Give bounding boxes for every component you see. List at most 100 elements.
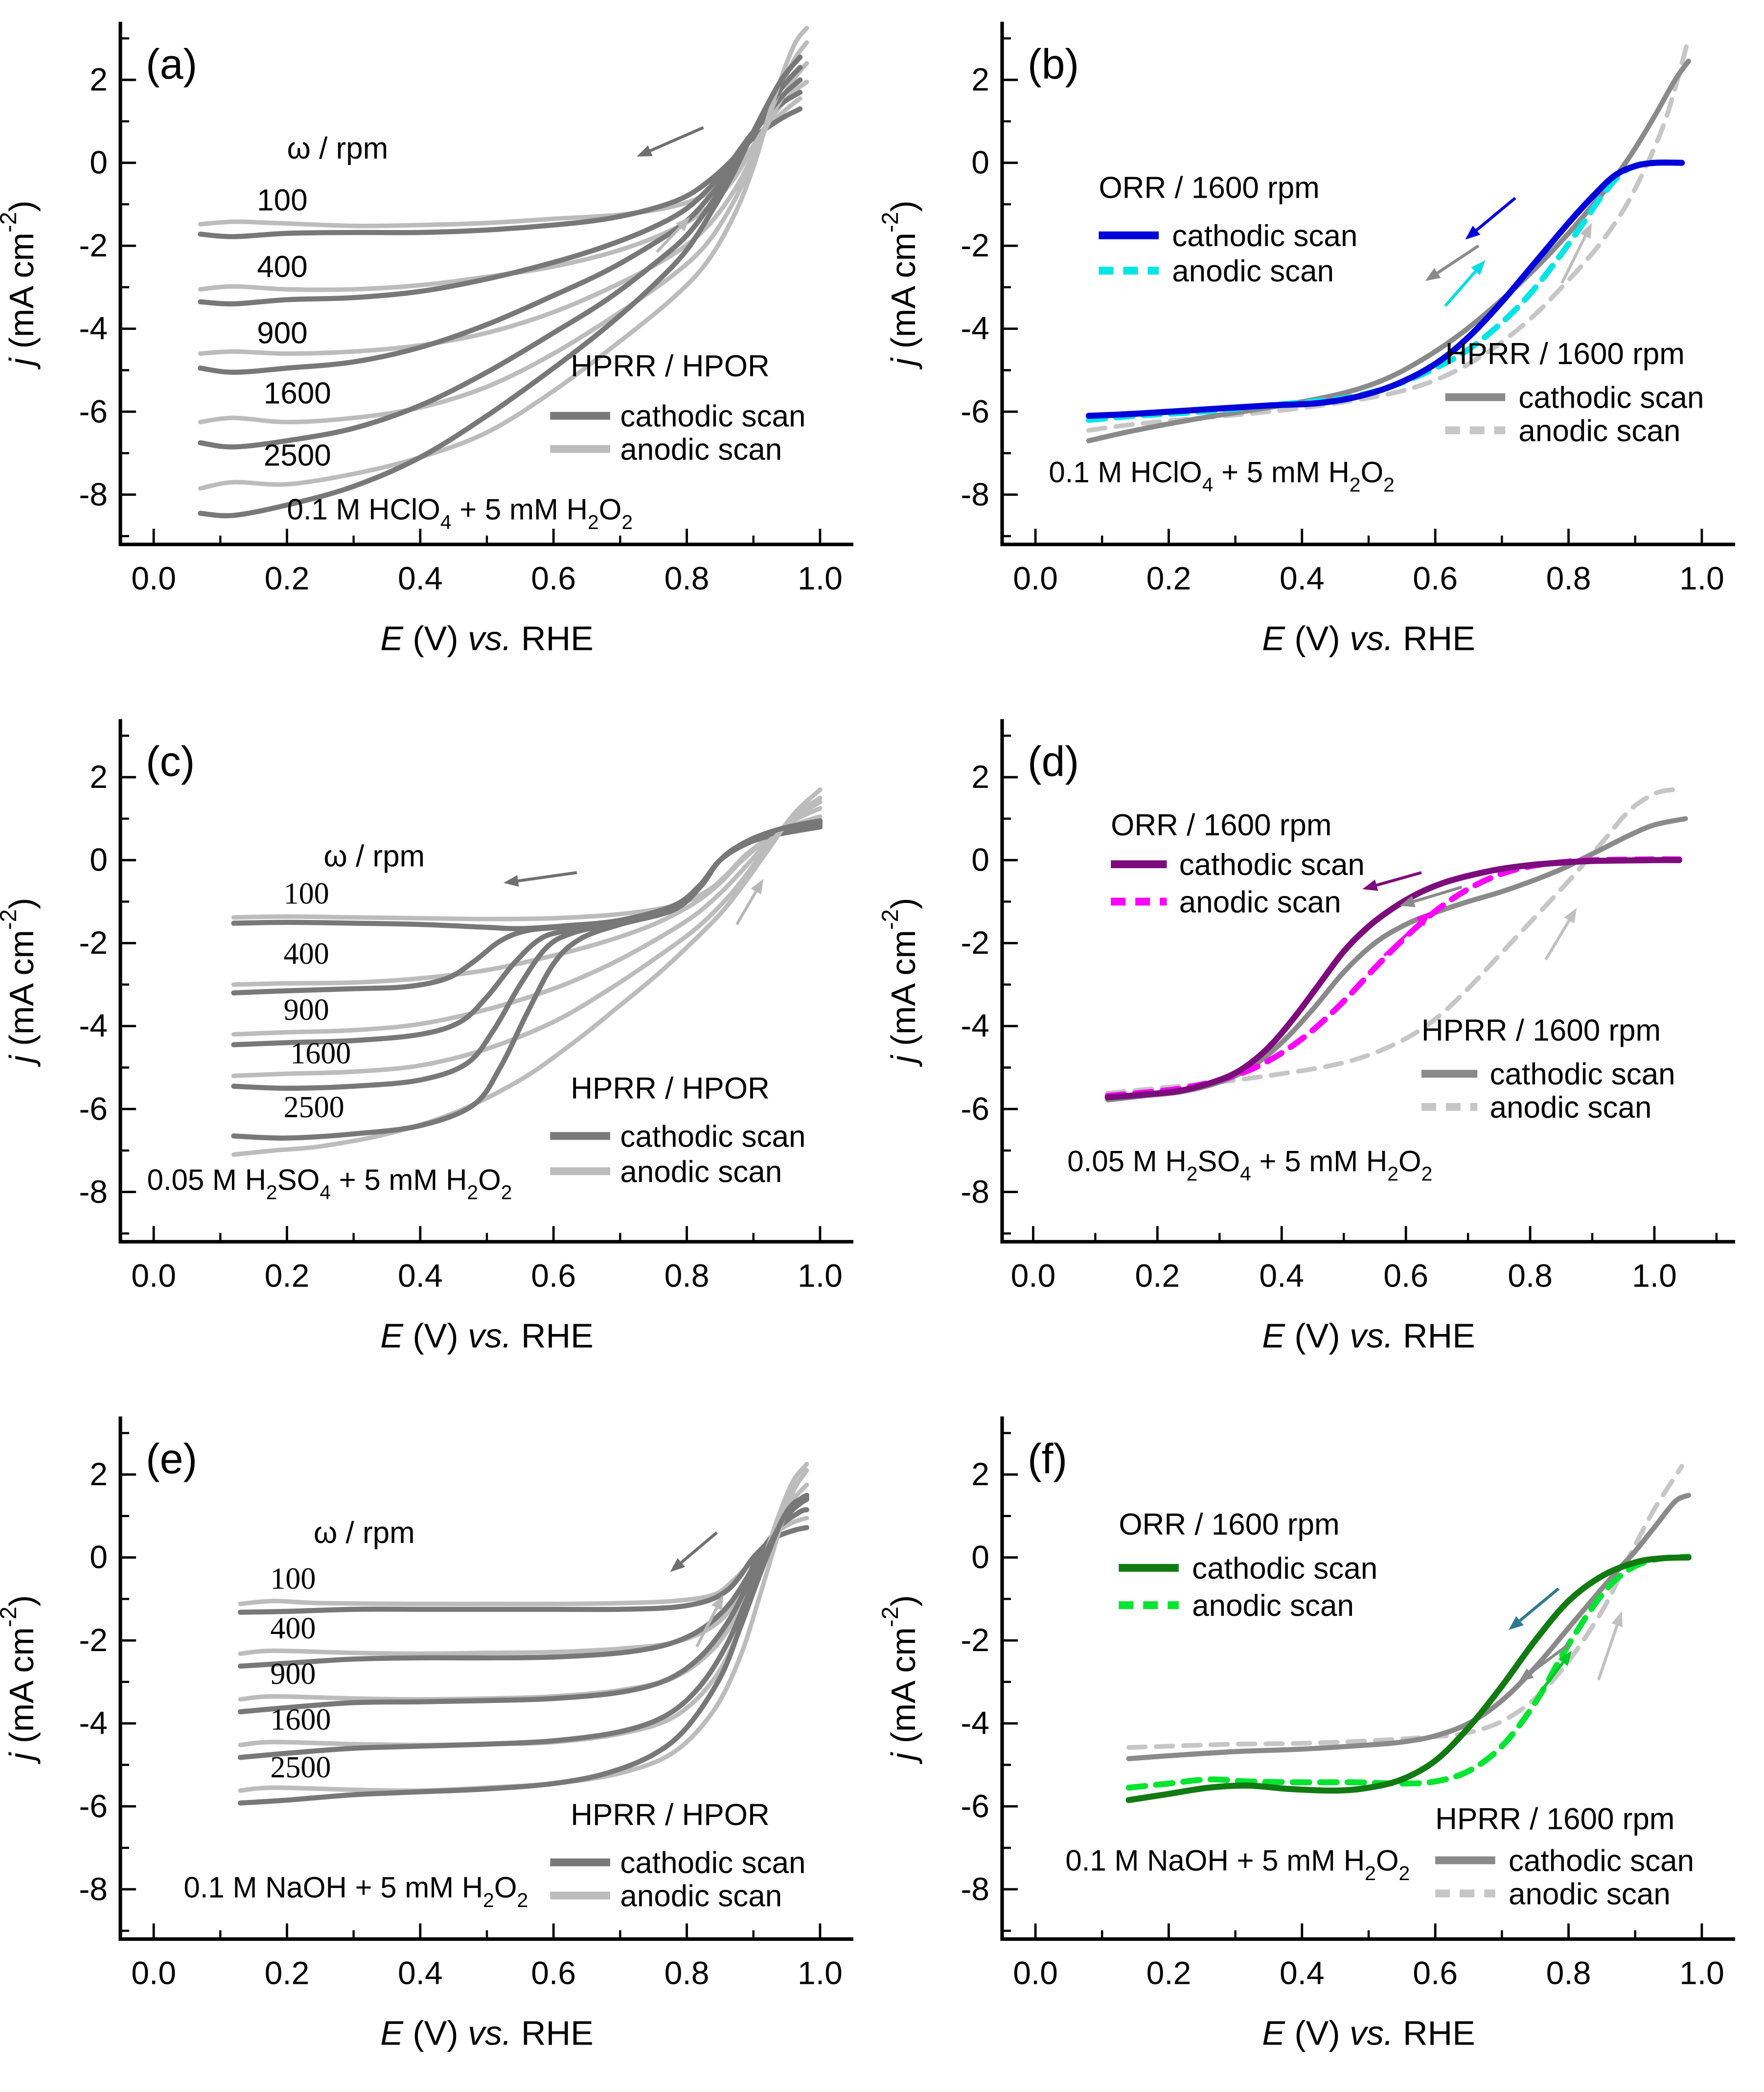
panel-b: 0.0 0.2 0.4 0.6 0.8 1.0 2 0 -2 -4 -6 -8 E (V) vs. RH… — [882, 0, 1764, 697]
arrow-head — [1508, 1616, 1524, 1631]
series-anodic-1600-rpm — [231, 795, 823, 1079]
text-label: ORR / 1600 rpm — [1099, 171, 1319, 205]
text-label: 0.8 — [664, 560, 710, 597]
panel-e: 0.0 0.2 0.4 0.6 0.8 1.0 2 0 -2 -4 -6 -8 E (V) vs. RH… — [0, 1395, 882, 2092]
text-label: cathodic scan — [620, 1846, 805, 1880]
axes — [1000, 719, 1735, 1244]
text-label: 0.4 — [1280, 560, 1325, 597]
text-label: 1.0 — [1679, 560, 1724, 597]
text-label: 1600 — [270, 1703, 331, 1736]
text-label: 2500 — [264, 438, 331, 472]
arrow-head — [1399, 896, 1416, 907]
text-label: 0.1 M NaOH + 5 mM H2O2 — [1065, 1844, 1410, 1885]
text-label: 0.0 — [1013, 1955, 1058, 1991]
text-label: (d) — [1028, 738, 1079, 785]
text-label: 0.05 M H2SO4 + 5 mM H2O2 — [1067, 1145, 1432, 1185]
text-label: 0.6 — [531, 1258, 576, 1294]
arrow-head — [1611, 1611, 1623, 1628]
text-label: 1.0 — [798, 560, 843, 597]
text-label: E (V) vs. RHE — [1262, 620, 1475, 658]
text-label: cathodic scan — [620, 1120, 805, 1153]
scan-direction-arrow — [680, 1531, 718, 1564]
scan-direction-arrow — [656, 226, 681, 253]
series-cathodic-100-rpm — [237, 1525, 809, 1615]
text-label: 0.2 — [265, 1955, 310, 1991]
text-label: 2 — [971, 61, 989, 97]
text-label: 0 — [90, 144, 108, 181]
text-label: 1.0 — [1632, 1258, 1677, 1294]
text-label: ω / rpm — [287, 132, 388, 165]
text-label: cathodic scan — [1192, 1552, 1377, 1586]
text-label: 0 — [971, 144, 989, 181]
text-label: 0.4 — [398, 1955, 443, 1991]
text-label: 0.4 — [398, 560, 443, 597]
text-label: (e) — [146, 1436, 197, 1483]
text-label: 0.0 — [1011, 1258, 1056, 1294]
text-label: 900 — [257, 316, 307, 350]
arrow-head — [504, 875, 519, 887]
text-label: E (V) vs. RHE — [1262, 1317, 1475, 1355]
text-label: -6 — [79, 393, 108, 429]
series-HPRR-cathodic-scan — [1086, 58, 1691, 443]
text-label: 100 — [284, 877, 329, 911]
series-anodic-400-rpm — [231, 806, 823, 987]
text-label: (c) — [146, 738, 195, 785]
arrow-head — [1580, 223, 1592, 239]
y-axis-label: j (mA cm-2) — [882, 201, 922, 370]
text-label: -4 — [79, 1705, 108, 1741]
y-axis-label: j (mA cm-2) — [882, 898, 922, 1067]
text-label: HPRR / HPOR — [571, 349, 769, 383]
arrow-head — [637, 145, 653, 157]
scan-direction-arrow — [1540, 1661, 1564, 1691]
text-label: (b) — [1028, 41, 1079, 88]
text-label: 0.0 — [1013, 560, 1058, 597]
text-label: HPRR / HPOR — [571, 1798, 769, 1832]
scan-direction-arrow — [1437, 244, 1480, 275]
panel-e-chart: 0.0 0.2 0.4 0.6 0.8 1.0 2 0 -2 -4 -6 -8 E (V) vs. RH… — [0, 1416, 853, 2052]
text-label: (a) — [146, 41, 197, 88]
axes — [1000, 22, 1735, 547]
text-label: -8 — [79, 1871, 108, 1907]
y-axis-label: j (mA cm-2) — [0, 201, 41, 370]
text-label: cathodic scan — [620, 400, 805, 434]
text-label: -2 — [961, 1622, 989, 1658]
text-label: ω / rpm — [314, 1516, 415, 1550]
panel-c-chart: 0.0 0.2 0.4 0.6 0.8 1.0 2 0 -2 -4 -6 -8 E (V) vs. RH… — [0, 719, 853, 1355]
text-label: (f) — [1028, 1436, 1067, 1483]
text-label: anodic scan — [1518, 414, 1680, 448]
text-label: 0 — [971, 842, 989, 878]
text-label: 0.6 — [531, 1955, 576, 1991]
text-label: 0.4 — [1280, 1955, 1325, 1991]
text-label: -2 — [79, 227, 108, 263]
text-label: anodic scan — [1192, 1589, 1354, 1623]
text-label: 0.05 M H2SO4 + 5 mM H2O2 — [147, 1164, 512, 1204]
text-label: -2 — [961, 924, 989, 961]
text-label: ω / rpm — [323, 839, 425, 873]
panel-f: 0.0 0.2 0.4 0.6 0.8 1.0 2 0 -2 -4 -6 -8 E (V) vs. RH… — [882, 1395, 1764, 2092]
scan-direction-arrow — [695, 1607, 718, 1648]
text-label: -8 — [961, 1871, 989, 1907]
text-label: 0.1 M NaOH + 5 mM H2O2 — [183, 1871, 528, 1911]
panel-c: 0.0 0.2 0.4 0.6 0.8 1.0 2 0 -2 -4 -6 -8 E (V) vs. RH… — [0, 697, 882, 1395]
panel-a-chart: 0.0 0.2 0.4 0.6 0.8 1.0 2 0 -2 -4 -6 -8 E (V) vs. RH… — [0, 22, 853, 658]
panel-b-chart: 0.0 0.2 0.4 0.6 0.8 1.0 2 0 -2 -4 -6 -8 E (V) vs. RH… — [882, 22, 1735, 658]
series-cathodic-400-rpm — [198, 90, 803, 307]
series-HPRR-cathodic-scan — [1126, 1493, 1691, 1761]
series-cathodic-2500-rpm — [198, 54, 803, 519]
panel-d-chart: 0.0 0.2 0.4 0.6 0.8 1.0 2 0 -2 -4 -6 -8 E (V) vs. RH… — [882, 719, 1735, 1355]
text-label: j (mA cm-2) — [882, 898, 922, 1067]
text-label: 0.6 — [531, 560, 576, 597]
panel-f-chart: 0.0 0.2 0.4 0.6 0.8 1.0 2 0 -2 -4 -6 -8 E (V) vs. RH… — [882, 1416, 1735, 2052]
text-label: 0.8 — [1546, 560, 1591, 597]
text-label: anodic scan — [1509, 1877, 1671, 1911]
series-HPRR-anodic-scan — [1105, 787, 1675, 1096]
text-label: 0.1 M HClO4 + 5 mM H2O2 — [1049, 456, 1395, 496]
text-label: anodic scan — [620, 1155, 782, 1189]
